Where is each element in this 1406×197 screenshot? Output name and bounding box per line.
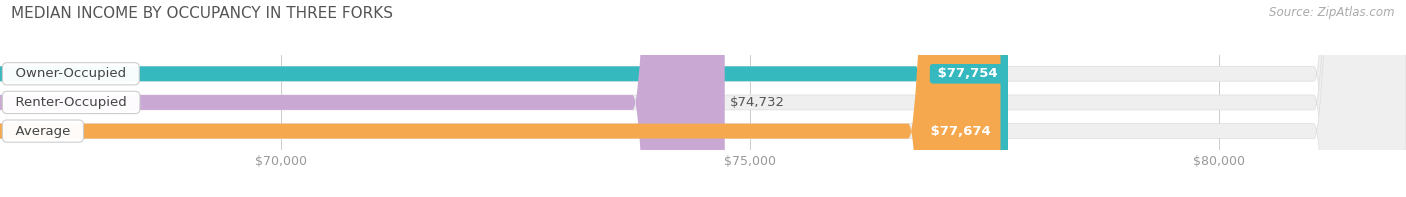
Text: $77,754: $77,754 [934, 67, 1002, 80]
FancyBboxPatch shape [0, 0, 1001, 197]
Text: Average: Average [7, 125, 79, 138]
Text: Owner-Occupied: Owner-Occupied [7, 67, 135, 80]
FancyBboxPatch shape [0, 0, 1008, 197]
Text: Source: ZipAtlas.com: Source: ZipAtlas.com [1270, 6, 1395, 19]
Text: MEDIAN INCOME BY OCCUPANCY IN THREE FORKS: MEDIAN INCOME BY OCCUPANCY IN THREE FORK… [11, 6, 394, 21]
Text: Renter-Occupied: Renter-Occupied [7, 96, 135, 109]
FancyBboxPatch shape [0, 0, 724, 197]
Text: $74,732: $74,732 [730, 96, 786, 109]
Text: $77,674: $77,674 [925, 125, 995, 138]
